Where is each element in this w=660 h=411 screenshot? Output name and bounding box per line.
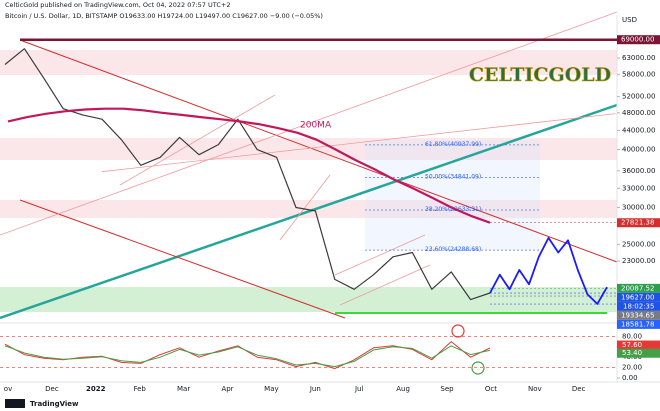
level-label: 69000.00	[621, 36, 654, 44]
level-label: 19334.65	[621, 311, 654, 319]
logo	[5, 399, 25, 408]
y-tick-label: 63000.00	[622, 54, 655, 62]
fib-label: 61.80%(40937.99)	[425, 141, 481, 148]
x-tick-label: Apr	[221, 385, 233, 393]
x-tick-label: May	[264, 385, 278, 393]
trendline	[279, 174, 331, 241]
series-line	[4, 341, 491, 370]
level-badge	[617, 35, 660, 45]
level-badge	[617, 283, 660, 293]
x-tick-label: Jul	[354, 385, 364, 393]
level-label: 18581.78	[621, 320, 654, 328]
y-tick-label: 44000.00	[622, 126, 655, 134]
x-tick-label: Sep	[440, 385, 454, 393]
countdown: 18:02:35	[623, 302, 654, 310]
trendline	[0, 103, 618, 320]
y-tick-label: 48000.00	[622, 109, 655, 117]
trendline	[339, 264, 431, 306]
y-tick-label: 25000.00	[622, 240, 655, 248]
level-badge	[617, 319, 660, 329]
rsi-value-label: 53.40	[622, 349, 642, 357]
series-line	[4, 48, 491, 301]
trendline	[334, 234, 426, 276]
y-tick-label: 33000.00	[622, 184, 655, 192]
x-tick-label: Nov	[528, 385, 542, 393]
series-line	[7, 107, 491, 224]
level-label: 20087.52	[621, 284, 654, 292]
x-tick-label: Feb	[133, 385, 146, 393]
level-badge	[617, 218, 660, 228]
resistance-zone	[0, 138, 617, 160]
fib-area	[365, 140, 540, 250]
rsi-highlight	[471, 361, 485, 375]
support-zone	[0, 287, 617, 312]
publisher: CelticGold published on TradingView.com,…	[5, 1, 230, 9]
symbol-info: Bitcoin / U.S. Dollar, 1D, BITSTAMP O196…	[5, 12, 323, 20]
fib-label: 38.20%(29633.31)	[425, 206, 481, 213]
footer: TradingView	[30, 400, 79, 408]
y-tick-label: 30000.00	[622, 204, 655, 212]
y-tick-label: 52000.00	[622, 93, 655, 101]
series-name: 200MA	[300, 121, 332, 131]
y-tick-label: 36000.00	[622, 167, 655, 175]
rsi-tick-label: 0.00	[622, 374, 638, 382]
y-tick-label: 58000.00	[622, 71, 655, 79]
x-tick-label: Aug	[396, 385, 410, 393]
x-tick-label: Oct	[485, 385, 497, 393]
y-tick-label: 23000.00	[622, 257, 655, 265]
trendline	[0, 11, 618, 236]
x-tick-label: 2022	[86, 385, 106, 393]
x-tick-label: Dec	[45, 385, 59, 393]
rsi-highlight	[451, 324, 465, 338]
trendline	[119, 94, 276, 186]
y-tick-label: 40000.00	[622, 146, 655, 154]
series-line	[4, 345, 491, 368]
rsi-badge	[617, 340, 660, 350]
fib-label: 23.60%(24288.68)	[425, 246, 481, 253]
rsi-badge	[617, 348, 660, 358]
x-tick-label: Jun	[309, 385, 321, 393]
rsi-tick-label: 20.00	[622, 364, 642, 372]
level-label: 19627.00	[621, 293, 654, 301]
countdown-badge	[617, 301, 660, 311]
series-line	[489, 236, 608, 305]
fib-label: 50.00%(34841.09)	[425, 173, 481, 180]
rsi-value-label: 57.60	[622, 341, 642, 349]
x-tick-label: Mar	[177, 385, 190, 393]
trendline	[101, 113, 616, 173]
level-label: 27821.38	[621, 219, 654, 227]
x-tick-label: Dec	[572, 385, 586, 393]
x-tick-label: ov	[4, 385, 12, 393]
level-badge	[617, 292, 660, 302]
trendline	[19, 39, 618, 263]
watermark: CELTICGOLD	[469, 64, 611, 86]
level-badge	[617, 310, 660, 320]
unit-label: USD	[622, 16, 637, 24]
rsi-tick-label: 80.00	[622, 332, 642, 340]
trendline	[19, 199, 346, 319]
